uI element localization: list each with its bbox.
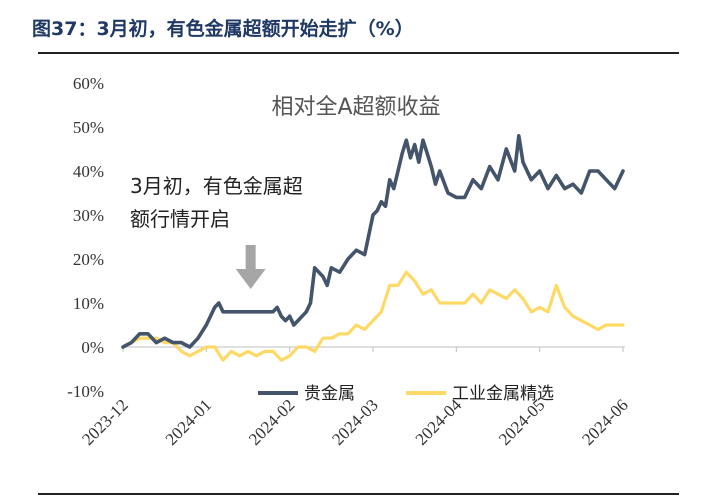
y-tick-label: 40% xyxy=(73,162,104,181)
y-tick-label: 50% xyxy=(73,118,104,137)
legend: 贵金属 工业金属精选 xyxy=(258,384,554,404)
y-tick-label: 20% xyxy=(73,250,104,269)
annotation-line-2: 额行情开启 xyxy=(130,207,230,231)
series-line-industrial-metals xyxy=(121,270,625,362)
series-layer xyxy=(121,134,625,362)
x-tick-label: 2024-01 xyxy=(162,395,216,449)
series-line-precious-metals xyxy=(121,134,625,349)
legend-label-industrial-metals: 工业金属精选 xyxy=(452,384,554,404)
figure-title: 图37：3月初，有色金属超额开始走扩（%） xyxy=(32,18,414,40)
top-rule xyxy=(38,52,679,54)
x-tick-label: 2024-06 xyxy=(578,395,632,449)
y-tick-label: 60% xyxy=(73,74,104,93)
legend-label-precious-metals: 贵金属 xyxy=(304,384,355,404)
y-tick-label: 0% xyxy=(81,338,104,357)
x-tick-label: 2023-12 xyxy=(78,395,132,449)
y-tick-label: 30% xyxy=(73,206,104,225)
x-tick-label: 2024-02 xyxy=(245,395,299,449)
annotation-line-1: 3月初，有色金属超 xyxy=(130,174,303,198)
annotation-arrow xyxy=(235,245,266,289)
y-tick-label: 10% xyxy=(73,294,104,313)
y-axis-ticks: 60% 50% 40% 30% 20% 10% 0% -10% xyxy=(67,74,104,401)
y-tick-label: -10% xyxy=(67,382,104,401)
chart-title: 相对全A超额收益 xyxy=(271,95,440,120)
bottom-rule xyxy=(38,493,679,495)
